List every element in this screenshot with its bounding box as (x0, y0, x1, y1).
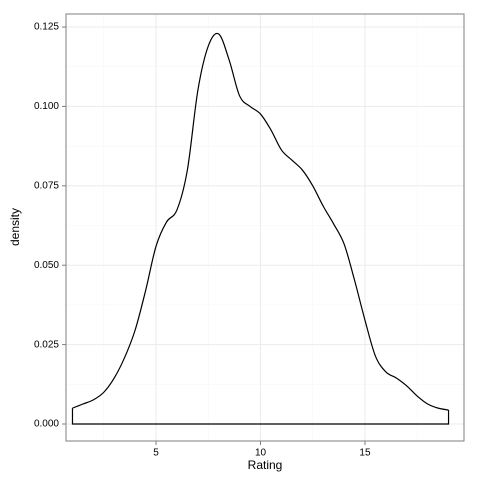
panel (66, 14, 464, 441)
panel-border (65, 13, 465, 442)
y-tick-label: 0.050 (34, 260, 59, 271)
marks (71, 32, 450, 425)
x-tick-label: 15 (359, 448, 371, 459)
y-axis-title: density (8, 208, 22, 246)
y-tick-label: 0.000 (34, 419, 59, 430)
grid (66, 14, 464, 441)
density-curve (72, 32, 449, 411)
x-axis-title: Rating (248, 458, 283, 472)
y-tick-label: 0.075 (34, 180, 59, 191)
x-tick-label: 10 (255, 448, 267, 459)
x-tick-label: 5 (153, 448, 159, 459)
density-outline (71, 408, 450, 425)
y-tick-label: 0.125 (34, 22, 59, 33)
y-tick-label: 0.100 (34, 101, 59, 112)
y-tick-label: 0.025 (34, 339, 59, 350)
